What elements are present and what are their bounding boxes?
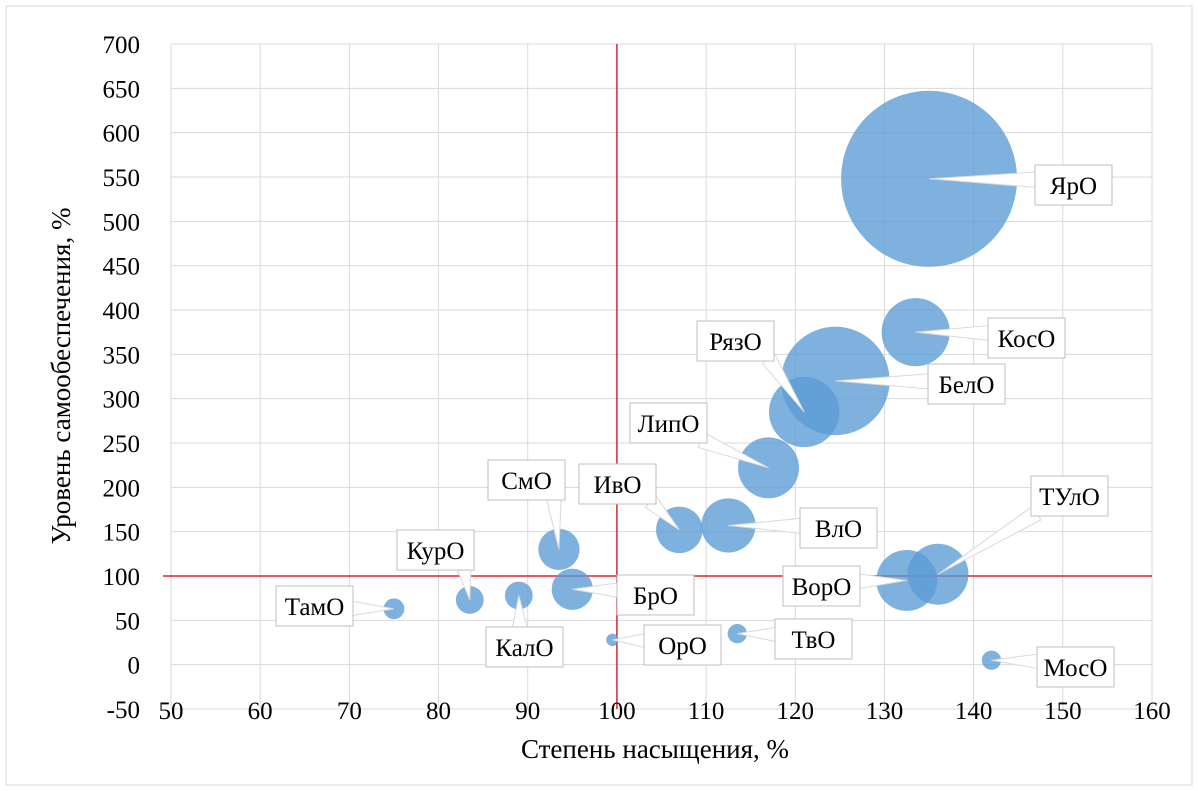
y-tick-label: 200 (103, 475, 141, 502)
y-tick-label: 100 (103, 564, 141, 591)
label-box-КурО (396, 529, 475, 571)
x-tick-label: 120 (777, 698, 815, 725)
label-box-СмО (487, 459, 566, 501)
tick-labels: 50 60 70 80 90 100 110 120 130 140 150 160 -50 0 50 100… (103, 32, 1171, 725)
chart-area (5, 5, 1193, 786)
label-box-КосО (987, 317, 1066, 359)
label-box-МосО (1036, 646, 1115, 688)
label-box-ТвО (774, 618, 853, 660)
label-box-ОрО (643, 624, 722, 666)
data-label-МосО: МосО (1044, 655, 1108, 682)
data-label-КурО: КурО (407, 538, 465, 565)
label-box-БрО (616, 574, 695, 616)
y-axis-title: Уровень самообеспечения, % (46, 208, 76, 545)
x-tick-label: 110 (688, 698, 725, 725)
data-label-ТвО: ТвО (792, 627, 836, 654)
y-tick-label: 500 (103, 209, 141, 236)
y-tick-label: 450 (103, 254, 141, 281)
data-label-СмО: СмО (501, 468, 552, 495)
x-tick-label: 50 (159, 698, 184, 725)
data-label-БелО: БелО (939, 372, 995, 399)
label-box-ИвО (578, 463, 657, 505)
label-box-РязО (696, 320, 775, 362)
label-box-ВорО (782, 565, 861, 607)
data-label-БрО: БрО (633, 583, 678, 610)
label-box-ТУлО (1030, 475, 1109, 517)
y-tick-label: -50 (107, 697, 140, 724)
x-tick-label: 80 (426, 698, 451, 725)
data-label-ТамО: ТамО (285, 594, 345, 621)
y-tick-label: 600 (103, 121, 141, 148)
label-box-ЛипО (629, 402, 708, 444)
y-tick-label: 700 (103, 32, 141, 59)
y-tick-label: 0 (128, 653, 141, 680)
x-tick-label: 100 (598, 698, 636, 725)
x-tick-label: 150 (1044, 698, 1082, 725)
data-label-КосО: КосО (998, 326, 1056, 353)
x-tick-label: 70 (337, 698, 362, 725)
data-label-ИвО: ИвО (594, 472, 642, 499)
label-box-БелО (927, 363, 1006, 405)
y-tick-label: 250 (103, 431, 141, 458)
y-tick-label: 300 (103, 387, 141, 414)
data-label-ВлО: ВлО (815, 516, 862, 543)
data-label-ВорО: ВорО (792, 574, 852, 601)
y-tick-label: 400 (103, 298, 141, 325)
y-tick-label: 350 (103, 342, 141, 369)
data-label-ЛипО: ЛипО (638, 411, 700, 438)
data-label-ТУлО: ТУлО (1039, 484, 1100, 511)
y-tick-label: 650 (103, 76, 141, 103)
label-box-ТамО (275, 585, 354, 627)
x-tick-label: 160 (1133, 698, 1171, 725)
data-label-КалО: КалО (495, 635, 553, 662)
label-box-ЯрО (1034, 164, 1113, 206)
x-tick-label: 140 (955, 698, 993, 725)
y-tick-label: 550 (103, 165, 141, 192)
data-label-ЯрО: ЯрО (1050, 173, 1097, 200)
y-tick-label: 50 (115, 608, 140, 635)
data-label-ОрО: ОрО (658, 633, 707, 660)
x-tick-label: 90 (515, 698, 540, 725)
data-label-РязО: РязО (709, 329, 761, 356)
label-box-КалО (485, 626, 564, 668)
x-axis-title: Степень насыщения, % (521, 734, 789, 764)
y-tick-label: 150 (103, 520, 141, 547)
x-tick-label: 130 (866, 698, 904, 725)
x-tick-label: 60 (248, 698, 273, 725)
label-box-ВлО (799, 507, 878, 549)
